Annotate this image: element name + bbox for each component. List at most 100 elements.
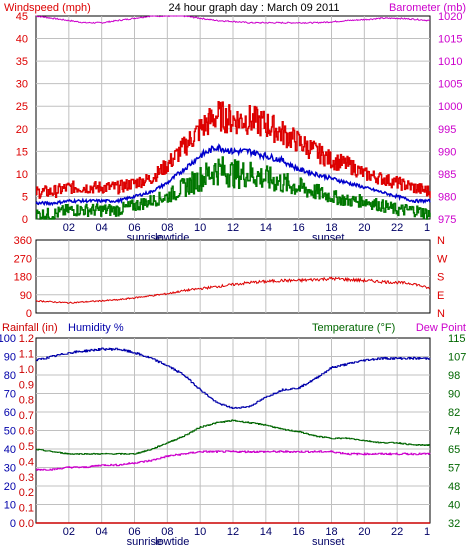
series-wind-average [35,143,431,207]
y-tick-label: 60 [4,407,16,419]
y-tick-label: 270 [14,253,32,265]
y-tick-label: 1020 [438,11,462,23]
x-tick-label: 02 [63,222,75,234]
humidity-tick-labels: 0 10 20 30 40 50 60 70 80 90 100 [0,333,16,530]
y-tick-label: 0 [26,308,32,320]
x-tick-label: 20 [358,526,370,538]
chart-title: 24 hour graph day : March 09 2011 [168,2,339,14]
x-tick-label: 18 [325,526,337,538]
x-tick-label: 12 [227,222,239,234]
right-axis-title-1: Barometer (mb) [389,2,466,14]
y-tick-label: 995 [438,124,456,136]
left-axis-title-rain: Rainfall (in) [2,322,58,334]
y-tick-label: 0 [22,214,28,226]
y-tick-label: 0 [10,518,16,530]
y-tick-label: 975 [438,214,456,226]
y-tick-label: W [437,253,448,265]
y-tick-label: 0.6 [19,426,34,438]
y-tick-label: 45 [16,11,28,23]
y-tick-label: 180 [14,272,32,284]
y-tick-label: 90 [448,389,460,401]
series-wind-direction [35,276,431,304]
left-tick-labels-1: 0 5 10 15 20 25 30 35 40 45 [16,11,28,226]
x-tick-label: 22 [391,526,403,538]
x-tick-label: 1 [424,526,430,538]
y-tick-label: 80 [4,370,16,382]
y-tick-label: 0.5 [19,441,34,453]
y-tick-label: 107 [448,352,466,364]
y-tick-label: 70 [4,389,16,401]
x-tick-label: 22 [391,222,403,234]
y-tick-label: 32 [448,518,460,530]
x-tick-label: 16 [293,222,305,234]
x-tick-label: 1 [424,222,430,234]
y-tick-label: 25 [16,101,28,113]
y-tick-label: 1.1 [19,348,34,360]
x-tick-labels-1: 02 04 06 08 10 12 14 16 18 20 22 1 [63,222,430,234]
y-tick-label: 40 [4,444,16,456]
right-axis-title-temperature: Temperature (°F) [312,322,395,334]
marker-lowtide: lowtide [155,536,189,548]
horizontal-gridlines-3 [36,356,430,505]
y-tick-label: 48 [448,481,460,493]
y-tick-label: 65 [448,444,460,456]
left-axis-title-1: Windspeed (mph) [4,2,91,14]
series-humidity [36,347,431,409]
y-tick-label: 985 [438,169,456,181]
series-wind-high [36,101,431,199]
y-tick-label: E [437,290,444,302]
y-tick-label: 35 [16,56,28,68]
y-tick-label: 1000 [438,101,462,113]
right-axis-title-dewpoint: Dew Point [416,322,466,334]
series-dewpoint [36,450,431,471]
y-tick-label: 20 [16,124,28,136]
x-tick-label: 08 [161,526,173,538]
y-tick-label: N [437,308,445,320]
y-tick-label: 40 [448,500,460,512]
y-tick-label: 50 [4,426,16,438]
x-tick-label: 14 [260,526,272,538]
y-tick-label: 100 [0,333,16,345]
marker-sunset: sunset [312,536,344,548]
y-tick-label: S [437,272,444,284]
x-tick-label: 10 [194,222,206,234]
y-tick-label: N [437,235,445,247]
series-wind-low [36,156,431,220]
y-tick-label: 74 [448,426,460,438]
y-tick-label: 0.8 [19,395,34,407]
x-tick-label: 06 [128,526,140,538]
y-tick-label: 0.9 [19,379,34,391]
y-tick-label: 90 [20,290,32,302]
x-tick-label: 14 [260,222,272,234]
left-axis-title-humidity: Humidity % [68,322,124,334]
horizontal-gridlines-2 [36,257,430,296]
y-tick-label: 1010 [438,56,462,68]
y-tick-label: 30 [16,79,28,91]
y-tick-label: 82 [448,407,460,419]
series-barometer [36,15,431,25]
y-tick-label: 0.2 [19,487,34,499]
x-tick-label: 06 [128,222,140,234]
y-tick-label: 57 [448,463,460,475]
rain-tick-labels: 0.0 0.1 0.2 0.3 0.4 0.5 0.6 0.7 0.8 0.9 1.0 1.1 1.2 [19,333,34,530]
y-tick-label: 1015 [438,34,462,46]
y-tick-label: 1.0 [19,364,34,376]
x-tick-label: 10 [194,526,206,538]
y-tick-label: 990 [438,146,456,158]
x-tick-label: 04 [96,222,108,234]
y-tick-label: 0.3 [19,472,34,484]
x-tick-label: 16 [293,526,305,538]
y-tick-label: 15 [16,146,28,158]
y-tick-label: 0.4 [19,456,34,468]
x-tick-label: 20 [358,222,370,234]
y-tick-label: 0.0 [19,518,34,530]
x-tick-label: 04 [96,526,108,538]
y-tick-label: 980 [438,191,456,203]
x-tick-label: 18 [325,222,337,234]
temperature-tick-labels: 32 40 48 57 65 74 82 90 98 107 115 [448,333,466,530]
y-tick-label: 1005 [438,79,462,91]
x-tick-label: 02 [63,526,75,538]
